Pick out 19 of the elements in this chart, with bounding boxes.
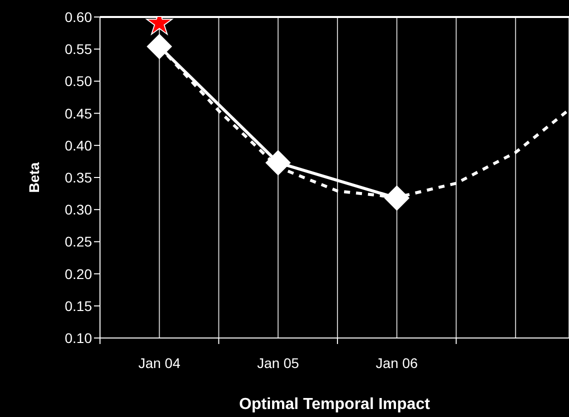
y-tick-label: 0.55: [64, 41, 92, 58]
point: [146, 34, 172, 60]
x-tick-label: Jan 06: [376, 355, 418, 371]
y-tick-label: 0.35: [64, 169, 92, 186]
point: [266, 150, 291, 176]
y-tick-label: 0.30: [64, 202, 92, 218]
x-axis-title: Optimal Temporal Impact: [239, 396, 431, 413]
y-tick-label: 0.20: [64, 266, 92, 282]
y-axis-title: Beta: [26, 162, 42, 193]
point: [384, 186, 410, 211]
y-tick-label: 0.15: [64, 298, 92, 314]
y-tick-label: 0.40: [64, 137, 92, 154]
y-tick-label: 0.50: [64, 73, 92, 90]
x-tick-label: Jan 05: [257, 355, 300, 371]
x-tick-label: Jan 04: [138, 355, 181, 371]
y-tick-label: 0.25: [64, 234, 92, 250]
y-tick-label: 0.60: [64, 8, 92, 25]
y-tick-label: 0.10: [64, 330, 92, 346]
y-tick-label: 0.45: [64, 105, 92, 122]
